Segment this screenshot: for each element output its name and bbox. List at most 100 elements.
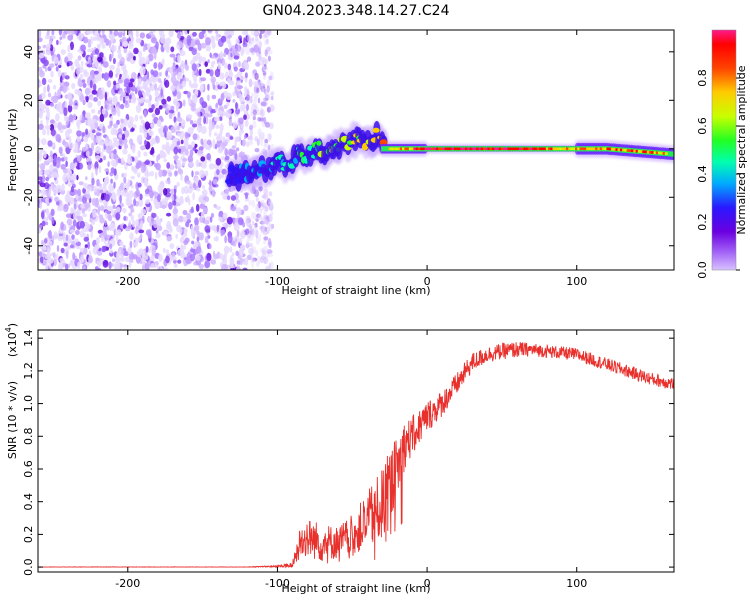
carrier-peak: [408, 147, 412, 151]
noise-speck: [232, 242, 237, 247]
noise-speck: [212, 139, 216, 148]
noise-speck: [166, 235, 173, 242]
noise-speck: [81, 114, 85, 123]
noise-speck: [79, 220, 85, 229]
noise-speck: [255, 261, 260, 268]
noise-speck: [259, 84, 264, 91]
noise-speck: [220, 35, 227, 43]
carrier-peak: [465, 147, 468, 151]
noise-speck: [250, 111, 254, 117]
carrier-peak: [568, 147, 572, 151]
noise-speck: [257, 128, 262, 137]
noise-speck: [166, 224, 172, 230]
noise-speck: [109, 64, 115, 71]
carrier-peak: [480, 147, 484, 151]
carrier-peak: [662, 152, 666, 155]
noise-speck: [204, 260, 211, 269]
noise-speck: [66, 30, 72, 35]
noise-speck: [245, 243, 250, 248]
y-tick-label: 0.0: [22, 558, 35, 576]
noise-speck: [88, 186, 93, 192]
noise-speck: [220, 92, 225, 101]
noise-speck: [207, 146, 211, 151]
noise-speck: [60, 221, 64, 231]
noise-speck: [76, 130, 82, 137]
noise-speck: [188, 161, 194, 168]
carrier-peak: [406, 147, 410, 151]
noise-speck: [216, 139, 221, 148]
carrier-peak: [626, 149, 630, 152]
noise-speck: [252, 99, 258, 104]
noise-speck: [146, 70, 150, 80]
noise-speck: [255, 222, 258, 227]
noise-speck: [217, 146, 224, 154]
noise-speck: [261, 254, 266, 263]
noise-speck: [173, 116, 177, 124]
noise-speck: [98, 30, 101, 34]
noise-speck: [120, 157, 125, 164]
noise-speck: [265, 38, 269, 44]
noise-speck: [50, 102, 54, 107]
noise-speck: [251, 81, 257, 86]
noise-speck: [77, 123, 80, 130]
noise-speck: [57, 121, 63, 131]
carrier-peak: [444, 147, 448, 151]
noise-speck: [137, 78, 142, 86]
noise-speck: [79, 73, 84, 80]
noise-speck: [144, 188, 150, 195]
noise-speck: [177, 40, 183, 46]
noise-speck: [73, 148, 78, 154]
noise-speck: [263, 116, 267, 125]
noise-speck: [80, 44, 86, 52]
noise-speck: [258, 186, 264, 192]
noise-speck: [265, 95, 271, 100]
y-tick-label: -20: [22, 188, 35, 206]
noise-speck: [266, 93, 270, 99]
noise-speck: [224, 235, 227, 244]
noise-speck: [118, 133, 123, 139]
y-tick-label: 0.8: [22, 428, 35, 446]
noise-speck: [246, 90, 251, 95]
noise-speck: [227, 235, 233, 244]
noise-speck: [246, 254, 252, 260]
noise-speck: [111, 52, 114, 59]
noise-speck: [110, 159, 117, 167]
noise-speck: [212, 250, 216, 257]
noise-speck: [158, 169, 163, 178]
noise-speck: [159, 180, 165, 189]
noise-speck: [244, 134, 247, 140]
noise-speck: [267, 55, 271, 62]
noise-speck: [57, 235, 63, 241]
carrier-peak: [570, 147, 574, 151]
noise-speck: [50, 183, 54, 190]
noise-speck: [244, 72, 248, 79]
noise-speck: [162, 127, 166, 134]
noise-speck: [200, 138, 204, 145]
noise-speck: [82, 82, 87, 88]
noise-speck: [140, 208, 147, 215]
noise-speck: [244, 257, 249, 266]
noise-speck: [261, 57, 267, 63]
noise-speck: [149, 76, 153, 83]
noise-speck: [226, 92, 232, 101]
noise-speck: [157, 153, 161, 161]
noise-speck: [209, 243, 212, 250]
noise-speck: [261, 194, 267, 199]
noise-speck: [137, 213, 143, 219]
noise-speck: [205, 68, 211, 74]
noise-speck: [270, 261, 274, 270]
noise-speck: [240, 244, 245, 251]
noise-speck: [74, 162, 78, 167]
noise-speck: [72, 252, 76, 261]
noise-speck: [196, 52, 201, 59]
noise-speck: [182, 99, 186, 107]
snr-panel: -200 -100 0 100 0.0 0.2 0.4 0.6 0.8 1.0 1.2 1.4 He…: [4, 323, 675, 595]
carrier-peak: [581, 147, 585, 151]
noise-speck: [168, 109, 175, 114]
noise-speck: [105, 246, 110, 251]
noise-speck: [257, 202, 263, 209]
noise-speck: [250, 107, 255, 114]
noise-speck: [259, 186, 262, 193]
noise-speck: [55, 253, 59, 261]
noise-speck: [239, 257, 243, 266]
